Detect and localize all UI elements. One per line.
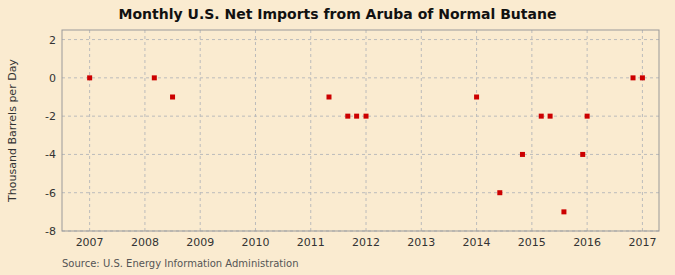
data-point bbox=[640, 75, 645, 80]
tick-labels: 2007 2008 2009 2010 2011 2012 2013 2014 2015 2016… bbox=[45, 34, 656, 249]
data-point bbox=[548, 114, 553, 119]
data-point bbox=[87, 75, 92, 80]
data-point bbox=[152, 75, 157, 80]
data-point bbox=[364, 114, 369, 119]
x-tick-label: 2007 bbox=[76, 236, 104, 249]
x-grid-line bbox=[421, 30, 422, 231]
chart-title: Monthly U.S. Net Imports from Aruba of N… bbox=[119, 6, 557, 22]
data-point bbox=[345, 114, 350, 119]
x-tick-label: 2017 bbox=[628, 236, 656, 249]
x-tick-label: 2008 bbox=[131, 236, 159, 249]
y-axis-label: Thousand Barrels per Day bbox=[6, 59, 19, 203]
plot-frame bbox=[62, 30, 659, 231]
y-grid-line bbox=[62, 116, 659, 117]
y-grid-line bbox=[62, 39, 659, 40]
data-point bbox=[585, 114, 590, 119]
x-grid-line bbox=[200, 30, 201, 231]
y-tick-label: -8 bbox=[45, 225, 56, 238]
x-tick-label: 2016 bbox=[573, 236, 601, 249]
y-grid-line bbox=[62, 192, 659, 193]
data-point bbox=[539, 114, 544, 119]
x-grid-line bbox=[144, 30, 145, 231]
data-point bbox=[497, 190, 502, 195]
y-tick-label: 0 bbox=[49, 72, 56, 85]
source-note: Source: U.S. Energy Information Administ… bbox=[62, 258, 299, 269]
chart-svg: 2007 2008 2009 2010 2011 2012 2013 2014 2015 2016… bbox=[0, 0, 675, 275]
chart-container: 2007 2008 2009 2010 2011 2012 2013 2014 2015 2016… bbox=[0, 0, 675, 275]
y-tick-label: -6 bbox=[45, 187, 56, 200]
x-grid-line bbox=[255, 30, 256, 231]
data-point bbox=[354, 114, 359, 119]
x-grid-line bbox=[476, 30, 477, 231]
y-tick-label: 2 bbox=[49, 34, 56, 47]
data-point bbox=[170, 95, 175, 100]
x-grid-line bbox=[531, 30, 532, 231]
data-point bbox=[474, 95, 479, 100]
x-grid-line bbox=[642, 30, 643, 231]
x-tick-label: 2009 bbox=[186, 236, 214, 249]
grid bbox=[62, 30, 659, 231]
x-tick-label: 2013 bbox=[407, 236, 435, 249]
data-point bbox=[580, 152, 585, 157]
x-tick-label: 2010 bbox=[241, 236, 269, 249]
data-point bbox=[631, 75, 636, 80]
x-tick-label: 2012 bbox=[352, 236, 380, 249]
y-grid-line bbox=[62, 77, 659, 78]
x-tick-label: 2015 bbox=[518, 236, 546, 249]
y-tick-label: -4 bbox=[45, 148, 56, 161]
x-grid-line bbox=[587, 30, 588, 231]
points bbox=[87, 75, 645, 214]
x-grid-line bbox=[89, 30, 90, 231]
x-grid-line bbox=[310, 30, 311, 231]
y-tick-label: -2 bbox=[45, 110, 56, 123]
data-point bbox=[520, 152, 525, 157]
y-grid-line bbox=[62, 154, 659, 155]
data-point bbox=[561, 209, 566, 214]
x-grid-line bbox=[366, 30, 367, 231]
data-point bbox=[326, 95, 331, 100]
x-tick-label: 2011 bbox=[297, 236, 325, 249]
x-tick-label: 2014 bbox=[463, 236, 491, 249]
